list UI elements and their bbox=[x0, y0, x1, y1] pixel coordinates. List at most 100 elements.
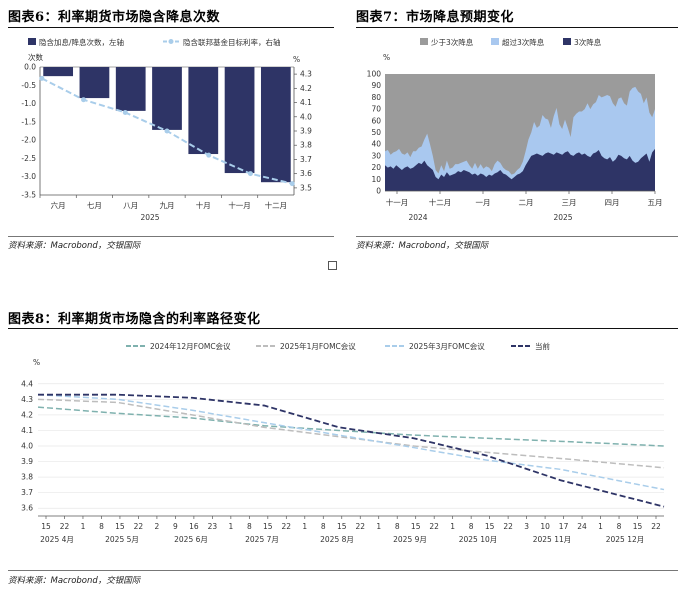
fig6-x-tick-label: 十月 bbox=[196, 200, 211, 210]
fig7-y-tick-label: 80 bbox=[371, 93, 381, 102]
fig7-x-tick-label: 四月 bbox=[605, 198, 620, 207]
fig8-x-day-label: 15 bbox=[485, 522, 495, 531]
fig8-x-month-label: 2025 11月 bbox=[533, 535, 572, 544]
fig8-x-month-label: 2025 12月 bbox=[606, 535, 645, 544]
fig8-x-day-label: 17 bbox=[559, 522, 569, 531]
fig8-x-day-label: 8 bbox=[247, 522, 252, 531]
fig6-left-tick-label: -2.0 bbox=[21, 136, 36, 145]
fig6-rate-point bbox=[206, 152, 212, 158]
fig6-title: 图表6：利率期货市场隐含降息次数 bbox=[8, 10, 221, 25]
fig8-title: 图表8：利率期货市场隐含的利率路径变化 bbox=[8, 312, 261, 327]
fig8-y-tick-label: 3.8 bbox=[21, 473, 33, 482]
fig6-source-rule bbox=[8, 236, 334, 237]
fig6-left-tick-label: 0.0 bbox=[24, 63, 36, 72]
fig8-x-day-label: 24 bbox=[577, 522, 587, 531]
fig7-x-tick-label: 一月 bbox=[476, 198, 491, 207]
fig6-legend-line-marker bbox=[168, 39, 174, 44]
fig7-chart: 少于3次降息 超过3次降息 3次降息 % 1009080706050403020… bbox=[367, 37, 663, 222]
fig6-source: 资料来源：Macrobond，交银国际 bbox=[8, 241, 141, 251]
fig7-y-tick-label: 10 bbox=[371, 175, 381, 184]
fig6-x-tick-label: 十一月 bbox=[228, 200, 251, 210]
fig7-y-tick-label: 70 bbox=[371, 105, 381, 114]
fig6-legend: 隐含加息/降息次数，左轴 隐含联邦基金目标利率，右轴 bbox=[28, 37, 281, 47]
fig6-left-tick-label: -1.5 bbox=[21, 117, 36, 126]
fig6-left-tick-label: -1.0 bbox=[21, 99, 36, 108]
fig6-rate-point bbox=[122, 110, 128, 116]
fig8-series-line bbox=[37, 406, 665, 447]
fig6-left-tick-label: -3.0 bbox=[21, 172, 36, 181]
fig7-title-rule bbox=[356, 27, 678, 28]
fig8-x-day-label: 1 bbox=[228, 522, 233, 531]
fig8-y-tick-label: 4.2 bbox=[21, 410, 33, 419]
fig8-x-day-label: 1 bbox=[450, 522, 455, 531]
fig8-x-day-label: 9 bbox=[173, 522, 178, 531]
fig6-right-tick-label: 3.7 bbox=[300, 155, 312, 164]
fig8-x-day-label: 1 bbox=[81, 522, 86, 531]
fig6-chart: 隐含加息/降息次数，左轴 隐含联邦基金目标利率，右轴 次数 % 0.0 -0.5 -… bbox=[21, 37, 312, 222]
fig8-x-day-label: 15 bbox=[41, 522, 51, 531]
fig8-x-month-label: 2025 10月 bbox=[459, 535, 498, 544]
fig8-x-day-label: 8 bbox=[99, 522, 104, 531]
fig7-y-tick-label: 0 bbox=[376, 187, 381, 196]
fig8-x-day-label: 22 bbox=[282, 522, 292, 531]
fig6-bar bbox=[79, 67, 110, 99]
fig6-legend-line-label: 隐含联邦基金目标利率，右轴 bbox=[183, 37, 281, 47]
fig8-title-rule bbox=[8, 328, 678, 329]
fig6-bar bbox=[115, 67, 146, 111]
fig6-right-tick-label: 3.8 bbox=[300, 141, 312, 150]
fig6-bar bbox=[43, 67, 74, 77]
fig8-x-day-label: 15 bbox=[411, 522, 421, 531]
fig7-legend-label-three: 3次降息 bbox=[574, 37, 602, 47]
fig8-x-month-label: 2025 9月 bbox=[393, 535, 427, 544]
fig6-right-tick-label: 3.5 bbox=[300, 183, 312, 192]
fig6-left-tick-label: -2.5 bbox=[21, 154, 36, 163]
fig8-x-day-label: 16 bbox=[189, 522, 199, 531]
fig6-x-tick-label: 九月 bbox=[160, 201, 175, 210]
fig8-legend-label: 2024年12月FOMC会议 bbox=[150, 341, 231, 351]
fig6-right-tick-label: 4.1 bbox=[300, 98, 312, 107]
fig8-legend-label: 当前 bbox=[535, 341, 550, 351]
fig6-bar bbox=[188, 67, 219, 155]
fig8-x-month-label: 2025 7月 bbox=[245, 535, 279, 544]
fig6-right-tick-label: 4.2 bbox=[300, 84, 312, 93]
fig7-legend-swatch-under3 bbox=[420, 38, 428, 45]
fig6-rate-point bbox=[289, 181, 295, 187]
fig8-x-day-label: 15 bbox=[337, 522, 347, 531]
fig8-y-axis-unit: % bbox=[33, 358, 40, 367]
fig7-x-tick-label: 五月 bbox=[648, 198, 663, 207]
fig7-y-axis-unit: % bbox=[383, 53, 390, 62]
fig8-x-day-label: 1 bbox=[302, 522, 307, 531]
fig8-series-line bbox=[37, 398, 665, 469]
fig8-x-day-label: 22 bbox=[355, 522, 365, 531]
fig8-x-day-label: 15 bbox=[115, 522, 125, 531]
fig6-x-tick-label: 八月 bbox=[123, 201, 138, 210]
fig7-legend-label-over3: 超过3次降息 bbox=[502, 37, 545, 47]
fig6-left-axis-unit: 次数 bbox=[28, 52, 43, 62]
fig6-legend-bar-label: 隐含加息/降息次数，左轴 bbox=[39, 37, 124, 47]
fig8-x-day-label: 2 bbox=[155, 522, 160, 531]
fig8-x-month-label: 2025 4月 bbox=[40, 535, 74, 544]
fig6-rate-point bbox=[39, 75, 45, 81]
fig8-x-day-label: 22 bbox=[429, 522, 439, 531]
fig8-x-day-label: 1 bbox=[598, 522, 603, 531]
fig6-right-tick-label: 4.3 bbox=[300, 70, 312, 79]
fig8-x-day-label: 8 bbox=[469, 522, 474, 531]
fig8-x-day-label: 22 bbox=[651, 522, 661, 531]
fig7-legend: 少于3次降息 超过3次降息 3次降息 bbox=[420, 37, 602, 47]
fig8-x-day-label: 8 bbox=[617, 522, 622, 531]
fig8-x-day-label: 3 bbox=[524, 522, 529, 531]
fig7-legend-swatch-three bbox=[563, 38, 571, 45]
fig7-x-tick-label: 三月 bbox=[562, 198, 577, 207]
fig8-legend-label: 2025年3月FOMC会议 bbox=[409, 341, 485, 351]
fig8-x-month-label: 2025 8月 bbox=[320, 535, 354, 544]
fig8-source: 资料来源：Macrobond，交银国际 bbox=[8, 576, 141, 586]
fig7-x-tick-label: 十二月 bbox=[429, 197, 452, 207]
fig8-y-tick-label: 3.7 bbox=[21, 488, 33, 497]
fig6-x-tick-label: 六月 bbox=[51, 200, 66, 210]
fig7-source: 资料来源：Macrobond，交银国际 bbox=[356, 241, 489, 251]
fig6-x-tick-label: 七月 bbox=[87, 201, 102, 210]
fig6-title-rule bbox=[8, 27, 334, 28]
fig7-y-tick-label: 100 bbox=[367, 70, 382, 79]
fig6-bar bbox=[224, 67, 255, 174]
fig8-series-line bbox=[38, 393, 665, 508]
